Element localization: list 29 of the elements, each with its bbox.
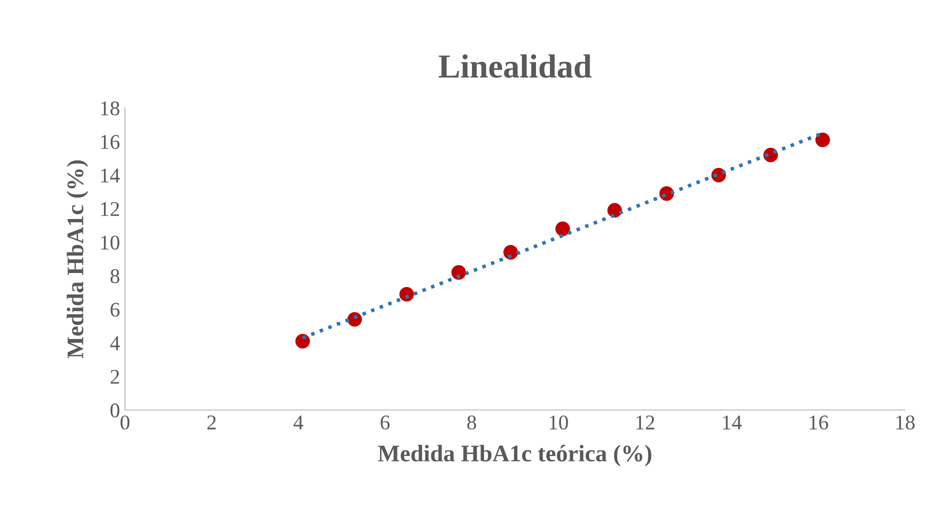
- y-tick-label: 14: [101, 168, 120, 182]
- chart-title: Linealidad: [438, 54, 592, 78]
- y-tick-label: 10: [101, 236, 120, 250]
- y-tick-label: 2: [110, 370, 119, 384]
- point: [295, 334, 310, 348]
- x-axis-title: Medida HbA1c teórica (%): [378, 444, 652, 466]
- x-tick-label: 6: [380, 416, 390, 430]
- x-tick-label: 0: [120, 415, 130, 430]
- point: [451, 265, 466, 280]
- x-tick-label: 14: [723, 416, 742, 430]
- point: [555, 222, 570, 236]
- x-tick-label: 18: [896, 415, 915, 430]
- x-tick-label: 16: [810, 416, 828, 430]
- y-tick-label: 4: [110, 336, 120, 350]
- x-tick-label: 2: [207, 416, 216, 430]
- y-axis-title: Medida HbA1c (%): [66, 160, 88, 358]
- point: [607, 203, 622, 218]
- x-tick-label: 10: [550, 415, 568, 430]
- point: [399, 286, 414, 302]
- y-tick-label: 8: [110, 269, 120, 284]
- y-tick-label: 12: [101, 202, 119, 216]
- y-tick-label: 16: [101, 134, 120, 149]
- y-tick-label: 0: [110, 403, 120, 418]
- x-tick-label: 12: [636, 416, 654, 430]
- x-tick-label: 8: [467, 415, 476, 430]
- y-tick-label: 18: [101, 101, 120, 116]
- x-tick-label: 4: [294, 416, 304, 430]
- y-tick-label: 6: [110, 302, 120, 317]
- point: [815, 132, 830, 148]
